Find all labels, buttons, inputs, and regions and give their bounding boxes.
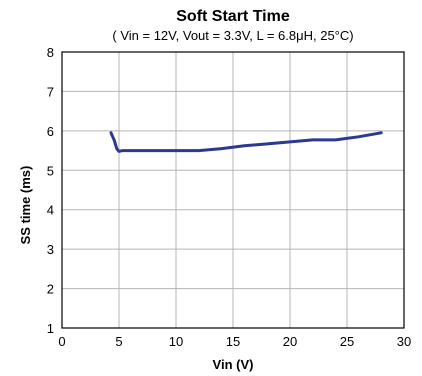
x-tick-label: 30 xyxy=(397,334,411,349)
x-tick-label: 10 xyxy=(169,334,183,349)
y-tick-label: 7 xyxy=(47,84,54,99)
plot-frame xyxy=(61,51,405,329)
y-tick-label: 2 xyxy=(47,282,54,297)
x-tick-label: 20 xyxy=(283,334,297,349)
x-tick-label: 25 xyxy=(340,334,354,349)
x-tick-label: 0 xyxy=(58,334,65,349)
y-tick-label: 5 xyxy=(47,163,54,178)
series-line xyxy=(109,131,383,153)
y-tick-label: 8 xyxy=(47,45,54,60)
y-tick-label: 4 xyxy=(47,203,54,218)
x-tick-label: 15 xyxy=(226,334,240,349)
y-axis-label: SS time (ms) xyxy=(18,166,33,245)
series-layer xyxy=(109,131,383,153)
grid xyxy=(62,52,404,328)
y-tick-label: 3 xyxy=(47,242,54,257)
chart-subtitle: ( Vin = 12V, Vout = 3.3V, L = 6.8μH, 25°… xyxy=(112,28,353,43)
chart-title: Soft Start Time xyxy=(176,8,290,25)
y-tick-label: 6 xyxy=(47,124,54,139)
tick-labels: 0 5 10 15 20 25 30 1 2 3 4 5 6 7 8 xyxy=(47,45,411,349)
x-axis-label: Vin (V) xyxy=(213,357,254,372)
y-tick-label: 1 xyxy=(47,321,54,336)
x-tick-label: 5 xyxy=(115,334,122,349)
